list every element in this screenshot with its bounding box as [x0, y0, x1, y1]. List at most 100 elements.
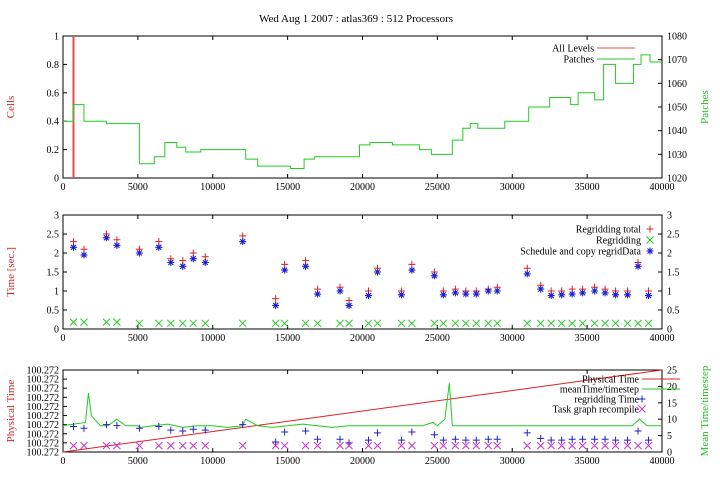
- data-point: [579, 289, 587, 297]
- data-point: [166, 319, 175, 328]
- data-point: [179, 427, 187, 435]
- y2-tick-label: 1030: [667, 150, 687, 161]
- data-point: [113, 441, 121, 450]
- data-point: [201, 259, 209, 266]
- y2-tick-label: 0: [667, 325, 672, 336]
- y2-tick-label: 5: [667, 431, 672, 442]
- data-point: [408, 266, 416, 274]
- data-point: [364, 292, 372, 300]
- data-point: [167, 259, 175, 266]
- data-point: [301, 441, 310, 450]
- y-tick-label: 100.272: [27, 429, 60, 440]
- data-point: [523, 429, 531, 437]
- data-point: [568, 319, 577, 328]
- data-point: [69, 243, 77, 251]
- legend-marker: [646, 225, 654, 233]
- x-tick-label: 10000: [200, 456, 225, 467]
- x-tick-label: 10000: [200, 333, 225, 344]
- y-tick-label: 2: [54, 249, 59, 260]
- data-point: [336, 441, 344, 450]
- data-point: [314, 290, 322, 298]
- plot-frame: [62, 214, 663, 330]
- y-tick-label: 0: [54, 325, 59, 336]
- data-point: [69, 441, 78, 450]
- y2-tick-label: 15: [667, 398, 677, 409]
- x-tick-label: 35000: [575, 333, 600, 344]
- data-point: [166, 441, 175, 450]
- y-tick-label: 1: [54, 287, 59, 298]
- x-tick-label: 30000: [500, 333, 525, 344]
- legend-label: Patches: [563, 55, 594, 66]
- x-tick-label: 15000: [275, 333, 300, 344]
- y2-tick-label: 1080: [667, 32, 687, 43]
- data-point: [557, 441, 566, 450]
- data-point: [345, 301, 353, 309]
- y-tick-label: 100.272: [27, 438, 60, 449]
- y-tick-label: 100.272: [27, 420, 60, 431]
- y2-axis-label: Patches: [699, 90, 711, 124]
- data-point: [439, 436, 447, 444]
- legend-label: meanTime/timestep: [560, 385, 639, 396]
- data-point: [201, 319, 210, 328]
- y2-tick-label: 0.5: [667, 306, 680, 317]
- data-point: [591, 435, 599, 443]
- data-point: [364, 441, 373, 450]
- data-point: [302, 262, 310, 270]
- y-tick-label: 1: [54, 32, 59, 43]
- data-point: [135, 249, 143, 257]
- data-point: [484, 435, 492, 443]
- data-point: [69, 422, 77, 430]
- data-point: [568, 290, 576, 298]
- data-point: [271, 441, 280, 450]
- data-point: [601, 441, 609, 450]
- y-tick-label: 100.272: [27, 448, 60, 459]
- data-point: [590, 319, 599, 328]
- data-point: [102, 421, 110, 429]
- data-point: [167, 426, 175, 434]
- data-point: [271, 319, 280, 328]
- data-point: [472, 441, 481, 450]
- data-point: [135, 319, 144, 328]
- x-tick-label: 0: [61, 333, 66, 344]
- data-point: [280, 441, 289, 450]
- data-point: [113, 422, 121, 430]
- x-tick-label: 5000: [128, 182, 148, 193]
- data-point: [547, 319, 556, 328]
- x-tick-label: 15000: [275, 182, 300, 193]
- data-point: [439, 319, 448, 328]
- data-point: [634, 427, 642, 435]
- data-point: [336, 319, 344, 328]
- data-point: [155, 243, 163, 251]
- data-point: [272, 295, 280, 303]
- y-tick-label: 0.4: [47, 117, 60, 128]
- data-point: [462, 290, 470, 298]
- data-point: [302, 427, 310, 435]
- data-point: [547, 436, 555, 444]
- data-point: [523, 270, 531, 278]
- data-point: [364, 319, 373, 328]
- y2-axis-label: Mean Time/timestep: [699, 365, 711, 456]
- data-point: [451, 319, 460, 328]
- y2-tick-label: 1020: [667, 174, 687, 185]
- data-point: [135, 441, 144, 450]
- data-point: [523, 441, 532, 450]
- data-point: [558, 436, 566, 444]
- data-point: [493, 287, 501, 295]
- data-point: [462, 436, 470, 444]
- x-tick-label: 20000: [350, 182, 375, 193]
- data-point: [281, 428, 289, 436]
- x-tick-label: 35000: [575, 182, 600, 193]
- data-point: [397, 291, 405, 299]
- data-point: [484, 319, 493, 328]
- x-tick-label: 20000: [350, 456, 375, 467]
- data-point: [189, 425, 197, 433]
- x-tick-label: 0: [61, 182, 66, 193]
- legend-label: Schedule and copy regridData: [520, 247, 641, 258]
- data-point: [430, 272, 438, 280]
- y2-tick-label: 3: [667, 211, 672, 222]
- y-tick-label: 100.272: [27, 366, 60, 377]
- x-tick-label: 25000: [425, 333, 450, 344]
- data-point: [364, 436, 372, 444]
- legend-label: Regridding: [596, 236, 641, 247]
- y-tick-label: 0.6: [47, 88, 60, 99]
